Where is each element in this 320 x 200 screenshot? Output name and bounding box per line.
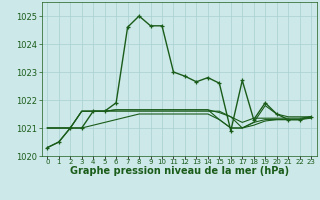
X-axis label: Graphe pression niveau de la mer (hPa): Graphe pression niveau de la mer (hPa) bbox=[70, 166, 289, 176]
